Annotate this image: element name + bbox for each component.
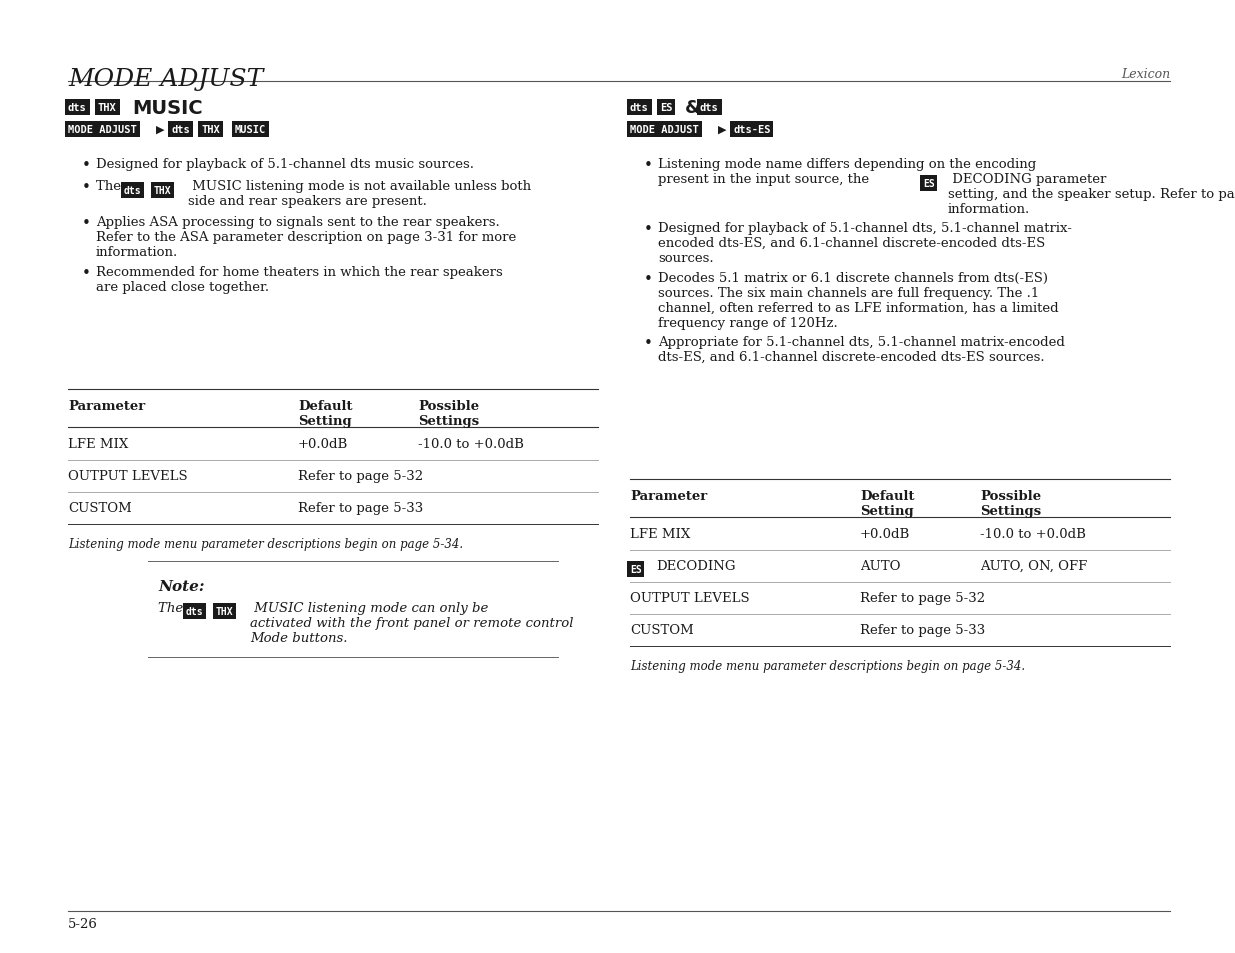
Text: THX: THX [216,606,233,617]
Text: •: • [643,335,653,351]
Text: Designed for playback of 5.1-channel dts, 5.1-channel matrix-
encoded dts-ES, an: Designed for playback of 5.1-channel dts… [658,222,1072,265]
Text: ▶: ▶ [718,125,726,135]
Text: dts: dts [68,103,86,112]
Text: Refer to page 5-32: Refer to page 5-32 [860,592,986,604]
Text: Recommended for home theaters in which the rear speakers
are placed close togeth: Recommended for home theaters in which t… [96,266,503,294]
Text: Note:: Note: [158,579,205,594]
Text: Listening mode menu parameter descriptions begin on page 5-34.: Listening mode menu parameter descriptio… [68,537,463,551]
Text: +0.0dB: +0.0dB [860,527,910,540]
Text: MUSIC listening mode is not available unless both
side and rear speakers are pre: MUSIC listening mode is not available un… [188,180,531,208]
Text: MUSIC listening mode can only be
activated with the front panel or remote contro: MUSIC listening mode can only be activat… [249,601,573,644]
Text: dts-ES: dts-ES [734,125,771,135]
Text: Possible
Settings: Possible Settings [981,490,1041,517]
Text: &: & [685,99,700,117]
Text: OUTPUT LEVELS: OUTPUT LEVELS [630,592,750,604]
Text: OUTPUT LEVELS: OUTPUT LEVELS [68,470,188,482]
Text: CUSTOM: CUSTOM [630,623,694,637]
Text: LFE MIX: LFE MIX [68,437,128,451]
Text: Default
Setting: Default Setting [298,399,352,428]
Text: •: • [82,215,91,231]
Text: Parameter: Parameter [630,490,708,502]
Text: dts: dts [186,606,204,617]
Text: Appropriate for 5.1-channel dts, 5.1-channel matrix-encoded
dts-ES, and 6.1-chan: Appropriate for 5.1-channel dts, 5.1-cha… [658,335,1065,364]
Text: MODE ADJUST: MODE ADJUST [68,68,263,91]
Text: -10.0 to +0.0dB: -10.0 to +0.0dB [981,527,1086,540]
Text: Decodes 5.1 matrix or 6.1 discrete channels from dts(-ES)
sources. The six main : Decodes 5.1 matrix or 6.1 discrete chann… [658,272,1058,330]
Text: dts: dts [630,103,648,112]
Text: Applies ASA processing to signals sent to the rear speakers.
Refer to the ASA pa: Applies ASA processing to signals sent t… [96,215,516,258]
Text: MODE ADJUST: MODE ADJUST [68,125,137,135]
Text: +0.0dB: +0.0dB [298,437,348,451]
Text: •: • [643,158,653,172]
Text: MUSIC: MUSIC [235,125,267,135]
Text: Parameter: Parameter [68,399,146,413]
Text: dts: dts [124,186,142,195]
Text: ES: ES [659,103,673,112]
Text: Designed for playback of 5.1-channel dts music sources.: Designed for playback of 5.1-channel dts… [96,158,474,171]
Text: LFE MIX: LFE MIX [630,527,690,540]
Text: CUSTOM: CUSTOM [68,501,132,515]
Text: THX: THX [98,103,117,112]
Text: AUTO: AUTO [860,559,900,573]
Text: Default
Setting: Default Setting [860,490,914,517]
Text: Lexicon: Lexicon [1121,68,1170,81]
Text: •: • [82,266,91,281]
Text: ▶: ▶ [156,125,164,135]
Text: THX: THX [201,125,220,135]
Text: Refer to page 5-33: Refer to page 5-33 [298,501,424,515]
Text: MODE ADJUST: MODE ADJUST [630,125,699,135]
Text: DECODING parameter
setting, and the speaker setup. Refer to page 5-22 for more
i: DECODING parameter setting, and the spea… [948,172,1235,215]
Text: •: • [643,222,653,236]
Text: The: The [158,601,188,615]
Text: -10.0 to +0.0dB: -10.0 to +0.0dB [417,437,524,451]
Text: ES: ES [923,179,935,189]
Text: 5-26: 5-26 [68,917,98,930]
Text: •: • [82,158,91,172]
Text: The: The [96,180,125,193]
Text: MUSIC: MUSIC [132,98,203,117]
Text: ES: ES [630,564,642,575]
Text: DECODING: DECODING [656,559,736,573]
Text: dts: dts [700,103,719,112]
Text: Listening mode name differs depending on the encoding
present in the input sourc: Listening mode name differs depending on… [658,158,1036,186]
Text: Listening mode menu parameter descriptions begin on page 5-34.: Listening mode menu parameter descriptio… [630,659,1025,672]
Text: Possible
Settings: Possible Settings [417,399,479,428]
Text: dts: dts [170,125,190,135]
Text: THX: THX [154,186,172,195]
Text: Refer to page 5-32: Refer to page 5-32 [298,470,424,482]
Text: AUTO, ON, OFF: AUTO, ON, OFF [981,559,1087,573]
Text: •: • [643,272,653,287]
Text: •: • [82,180,91,194]
Text: Refer to page 5-33: Refer to page 5-33 [860,623,986,637]
